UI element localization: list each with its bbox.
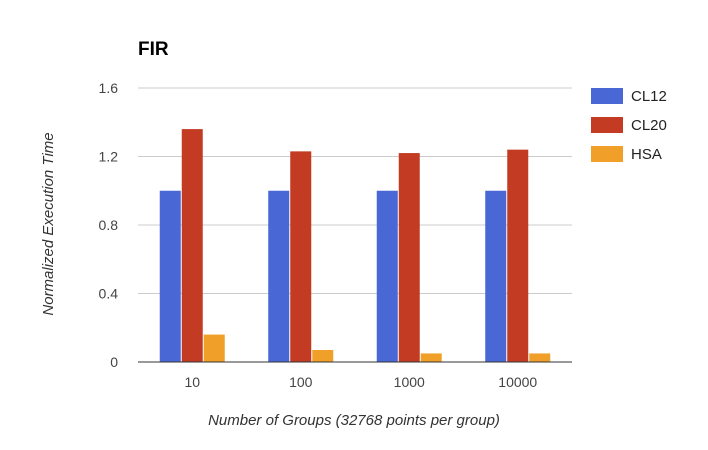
x-tick-label: 100 <box>289 374 313 390</box>
gridlines <box>138 87 572 294</box>
bar-hsa-10000 <box>529 353 551 362</box>
bar-hsa-100 <box>312 350 334 362</box>
y-tick-label: 0 <box>110 354 118 370</box>
x-axis-ticks: 10 100 1000 10000 <box>184 374 537 390</box>
bar-hsa-1000 <box>420 353 442 362</box>
y-axis-ticks: 0 0.4 0.8 1.2 1.6 <box>99 80 119 370</box>
y-tick-label: 1.6 <box>99 80 119 96</box>
bar-cl12-1000 <box>376 190 398 362</box>
legend-swatch-cl20 <box>591 117 623 133</box>
legend-swatch-hsa <box>591 146 623 162</box>
y-axis-title: Normalized Execution Time <box>40 132 57 315</box>
x-tick-label: 1000 <box>394 374 425 390</box>
bar-cl12-10000 <box>485 190 507 362</box>
legend-label-cl12: CL12 <box>631 88 667 105</box>
bar-cl12-10 <box>159 190 181 362</box>
bar-cl20-10000 <box>507 149 529 362</box>
x-tick-label: 10000 <box>498 374 537 390</box>
legend-label-cl20: CL20 <box>631 117 667 134</box>
legend: CL12 CL20 HSA <box>591 88 667 163</box>
y-tick-label: 0.4 <box>99 286 119 302</box>
bar-cl20-100 <box>290 151 312 362</box>
y-tick-label: 1.2 <box>99 149 119 165</box>
bar-cl20-10 <box>181 129 203 362</box>
bars <box>159 129 551 362</box>
legend-label-hsa: HSA <box>631 146 662 163</box>
x-tick-label: 10 <box>184 374 200 390</box>
bar-cl20-1000 <box>398 153 420 362</box>
legend-swatch-cl12 <box>591 88 623 104</box>
bar-cl12-100 <box>268 190 290 362</box>
chart-title: FIR <box>138 39 169 60</box>
bar-hsa-10 <box>203 334 225 362</box>
x-axis-title: Number of Groups (32768 points per group… <box>208 412 500 429</box>
y-tick-label: 0.8 <box>99 217 119 233</box>
